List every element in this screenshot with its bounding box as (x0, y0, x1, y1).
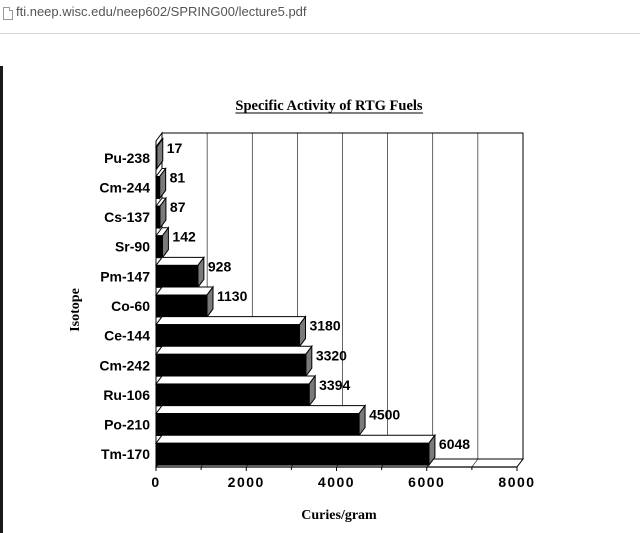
x-axis-title: Curies/gram (301, 508, 377, 523)
value-label: 81 (170, 169, 186, 185)
value-label: 3394 (319, 377, 350, 393)
category-label: Pu-238 (104, 150, 150, 166)
category-label: Cm-242 (99, 357, 150, 373)
category-label: Tm-170 (101, 446, 150, 462)
x-tick-label: 6000 (408, 474, 445, 490)
category-label: Po-210 (104, 417, 150, 433)
plot-area: Pu-238 17 Cm-244 81 Cs-137 87 Sr-90 142 Pm-147 92… (99, 131, 535, 490)
document-edge (0, 66, 3, 533)
bar-cm-242 (155, 353, 307, 377)
bar-top-pm-147 (155, 256, 205, 266)
bar-top-ru-106 (155, 375, 317, 385)
bar-cs-137 (155, 205, 161, 229)
bar-top-co-60 (155, 286, 214, 296)
category-label: Pm-147 (100, 268, 150, 284)
category-label: Ru-106 (103, 387, 150, 403)
value-label: 87 (170, 199, 186, 215)
bar-top-ce-144 (155, 316, 307, 326)
gridline-floor (471, 458, 479, 468)
x-tick-label: 2000 (228, 474, 265, 490)
value-label: 1130 (217, 288, 248, 304)
bar-top-tm-170 (155, 434, 436, 444)
category-label: Cm-244 (99, 179, 150, 195)
value-label: 3180 (309, 318, 340, 334)
value-label: 6048 (439, 436, 470, 452)
bar-pu-238 (155, 146, 158, 170)
value-label: 17 (167, 140, 183, 156)
url-text[interactable]: fti.neep.wisc.edu/neep602/SPRING00/lectu… (16, 4, 307, 19)
x-tick-label: 0 (151, 474, 160, 490)
category-label: Sr-90 (115, 239, 150, 255)
x-tick-label: 4000 (318, 474, 355, 490)
gridline-floor (516, 458, 524, 468)
x-tick-label: 8000 (498, 474, 535, 490)
value-label: 4500 (369, 407, 400, 423)
bar-sr-90 (155, 235, 163, 259)
category-label: Co-60 (111, 298, 150, 314)
bar-co-60 (155, 294, 208, 318)
bar-cm-244 (155, 175, 161, 199)
address-bar[interactable]: fti.neep.wisc.edu/neep602/SPRING00/lectu… (0, 0, 640, 34)
bar-top-cm-242 (155, 345, 313, 355)
category-label: Cs-137 (104, 209, 150, 225)
chart-title: Specific Activity of RTG Fuels (235, 98, 423, 114)
bar-ce-144 (155, 324, 300, 348)
bar-pm-147 (155, 264, 199, 288)
category-label: Ce-144 (104, 328, 150, 344)
value-label: 3320 (316, 347, 347, 363)
bar-top-po-210 (155, 405, 367, 415)
value-label: 142 (172, 229, 196, 245)
value-label: 928 (208, 258, 232, 274)
bar-ru-106 (155, 383, 310, 407)
page-icon (3, 7, 13, 20)
y-axis-title: Isotope (68, 288, 83, 332)
bar-po-210 (155, 413, 360, 437)
bar-tm-170 (155, 442, 430, 466)
